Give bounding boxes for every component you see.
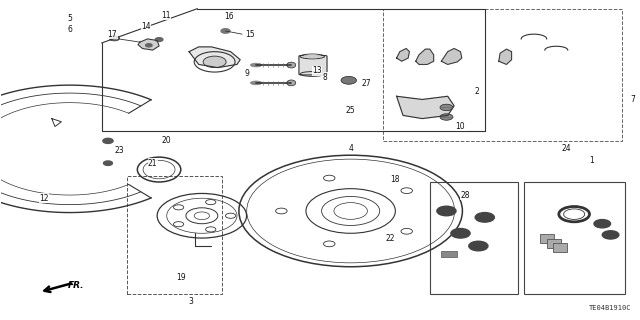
Text: 18: 18 — [390, 175, 400, 184]
Text: 3: 3 — [189, 297, 193, 306]
Bar — [442, 251, 458, 257]
Text: 23: 23 — [114, 146, 124, 155]
Circle shape — [468, 241, 488, 251]
Bar — [547, 239, 561, 248]
Text: 16: 16 — [225, 12, 234, 21]
Bar — [383, 9, 622, 141]
Text: 20: 20 — [162, 136, 172, 145]
Text: 19: 19 — [176, 273, 186, 282]
Polygon shape — [138, 39, 159, 50]
Text: 28: 28 — [461, 190, 470, 200]
Ellipse shape — [287, 80, 296, 86]
Text: 17: 17 — [108, 30, 117, 39]
Bar — [553, 244, 567, 252]
Circle shape — [103, 138, 113, 143]
Text: 11: 11 — [161, 11, 170, 20]
Ellipse shape — [250, 81, 262, 85]
Ellipse shape — [564, 209, 585, 220]
Circle shape — [146, 44, 152, 47]
Text: 5: 5 — [67, 14, 72, 23]
Text: 25: 25 — [346, 106, 355, 115]
Polygon shape — [416, 49, 434, 64]
Circle shape — [104, 161, 113, 165]
Text: 24: 24 — [561, 144, 571, 153]
Circle shape — [602, 231, 619, 239]
Circle shape — [451, 228, 470, 238]
Circle shape — [203, 56, 226, 68]
Text: 10: 10 — [456, 122, 465, 131]
Text: 21: 21 — [148, 159, 157, 168]
Text: 15: 15 — [245, 30, 255, 39]
Circle shape — [341, 76, 356, 84]
FancyBboxPatch shape — [299, 55, 327, 75]
Ellipse shape — [287, 62, 296, 68]
Circle shape — [440, 114, 453, 120]
Text: 9: 9 — [244, 69, 249, 78]
Ellipse shape — [250, 63, 262, 67]
Circle shape — [437, 206, 456, 216]
Text: TE04B1910C: TE04B1910C — [589, 305, 632, 311]
Text: 8: 8 — [323, 73, 328, 82]
Bar — [430, 182, 518, 294]
Text: FR.: FR. — [68, 281, 84, 290]
Bar — [524, 182, 625, 294]
Text: 12: 12 — [40, 194, 49, 203]
Polygon shape — [442, 49, 462, 64]
Text: 13: 13 — [312, 66, 322, 75]
Polygon shape — [499, 49, 511, 64]
Text: 22: 22 — [385, 234, 395, 243]
Polygon shape — [397, 49, 410, 61]
Bar — [127, 176, 221, 294]
Text: 7: 7 — [630, 95, 636, 104]
Circle shape — [109, 36, 120, 41]
Bar — [540, 234, 554, 243]
Circle shape — [440, 104, 453, 111]
Text: 4: 4 — [348, 144, 353, 153]
Polygon shape — [397, 96, 454, 119]
Text: 6: 6 — [67, 25, 72, 34]
Text: 27: 27 — [361, 79, 371, 88]
Circle shape — [594, 220, 611, 228]
Text: 14: 14 — [141, 22, 151, 31]
Polygon shape — [189, 47, 240, 68]
Text: 2: 2 — [474, 87, 479, 96]
Ellipse shape — [303, 55, 321, 58]
Text: 1: 1 — [589, 156, 594, 164]
Circle shape — [156, 38, 163, 42]
Circle shape — [475, 212, 494, 222]
Circle shape — [221, 29, 230, 33]
